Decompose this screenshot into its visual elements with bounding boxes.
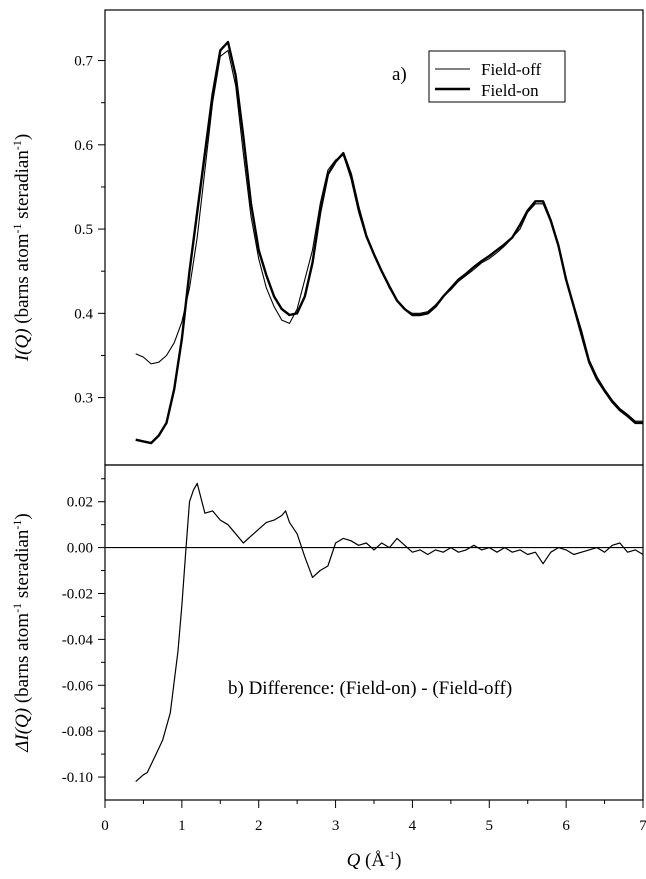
panel-a-ytick-label: 0.6	[74, 138, 93, 154]
x-axis-label: Q (Å-1)	[347, 848, 402, 871]
series-line-difference	[135, 482, 644, 783]
panel-b-annotation: b) Difference: (Field-on) - (Field-off)	[228, 678, 512, 699]
panel-b-y-axis-label: ΔI(Q) (barns atom-1 steradian-1)	[10, 513, 33, 753]
x-tick-label: 0	[101, 818, 109, 834]
panel-a-ytick-label: 0.3	[74, 391, 93, 407]
panel-b-ytick-label: -0.06	[62, 678, 94, 694]
panel-a-label: a)	[392, 64, 407, 85]
panel-a-ytick-label: 0.7	[74, 54, 93, 70]
panel-a-ytick-label: 0.5	[74, 222, 93, 238]
panel-a-ytick-label: 0.4	[74, 306, 93, 322]
x-tick-label: 6	[562, 818, 570, 834]
x-tick-label: 2	[255, 818, 263, 834]
legend-label-field-on: Field-on	[481, 81, 539, 100]
panel-b-ytick-label: -0.04	[62, 632, 94, 648]
x-tick-label: 5	[486, 818, 494, 834]
legend-label-field-off: Field-off	[481, 60, 541, 79]
panel-b-ytick-label: -0.08	[62, 724, 93, 740]
x-tick-label: 7	[639, 818, 646, 834]
series-line-field-on	[135, 40, 643, 445]
x-tick-label: 3	[332, 818, 340, 834]
panel-b-ytick-label: -0.10	[62, 770, 93, 786]
x-tick-label: 4	[409, 818, 417, 834]
panel-b-ytick-label: 0.00	[67, 541, 93, 557]
panel-b-ytick-label: -0.02	[62, 586, 93, 602]
panel-b-ytick-label: 0.02	[67, 495, 93, 511]
panel-a-y-axis-label: I(Q) (barns atom-1 steradian-1)	[10, 134, 33, 362]
x-tick-label: 1	[178, 818, 186, 834]
legend-box	[428, 50, 566, 103]
panel-b-frame	[104, 464, 644, 801]
